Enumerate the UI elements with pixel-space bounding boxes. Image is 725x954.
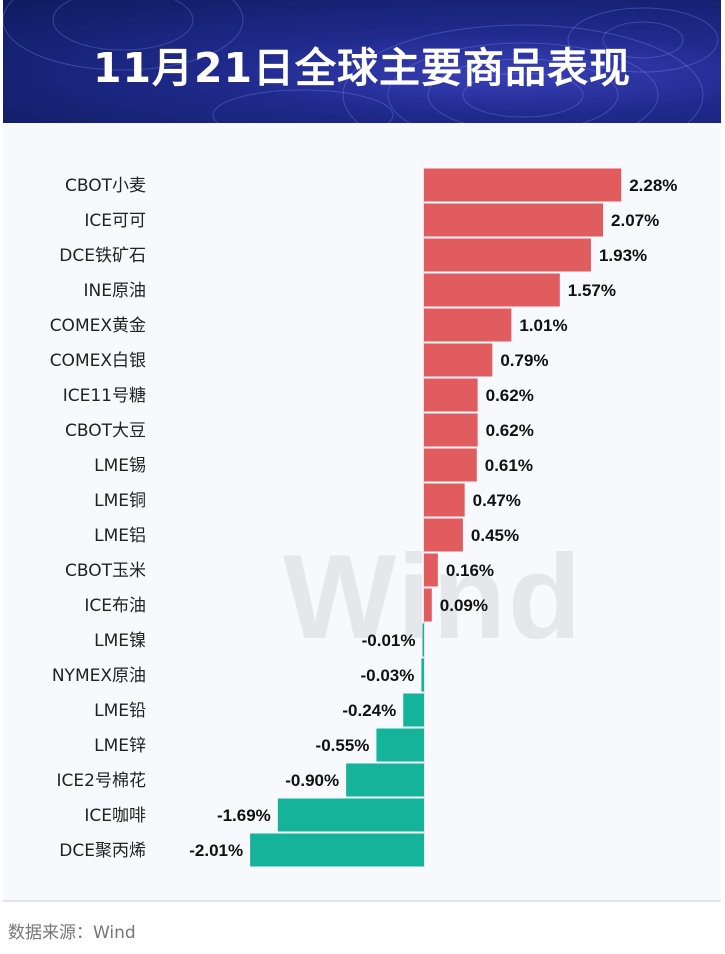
value-label: -0.03% (361, 666, 415, 685)
bar (250, 833, 424, 867)
value-label: 0.62% (486, 386, 534, 405)
bar (424, 308, 512, 342)
bar (424, 273, 560, 307)
category-label: INE原油 (84, 281, 146, 301)
bar (424, 413, 478, 447)
bar (424, 168, 622, 202)
bar (424, 343, 493, 377)
category-label: COMEX白银 (50, 351, 146, 371)
category-label: CBOT玉米 (65, 561, 146, 581)
bar (424, 238, 591, 272)
bar (424, 448, 477, 482)
value-label: 1.93% (599, 246, 647, 265)
category-label: CBOT小麦 (65, 176, 146, 196)
category-label: NYMEX原油 (52, 666, 146, 686)
value-label: -0.01% (362, 631, 416, 650)
bar (421, 658, 424, 692)
bar (346, 763, 424, 797)
bar (424, 378, 478, 412)
value-label: 2.07% (611, 211, 659, 230)
category-label: ICE可可 (84, 211, 146, 231)
bar (424, 588, 432, 622)
bar (403, 693, 424, 727)
category-label: LME锡 (94, 456, 146, 476)
category-label: ICE咖啡 (84, 806, 146, 826)
value-label: 0.79% (500, 351, 548, 370)
category-label: ICE11号糖 (63, 386, 146, 406)
category-label: LME锌 (94, 736, 146, 756)
value-label: 0.45% (471, 526, 519, 545)
data-source-note: 数据来源：Wind (8, 923, 136, 943)
category-label: LME铅 (94, 701, 146, 721)
value-label: 0.47% (473, 491, 521, 510)
category-label: LME铝 (94, 526, 146, 546)
bar (424, 203, 604, 237)
watermark-logo: Wind (283, 530, 584, 664)
bar (422, 623, 424, 657)
value-label: -2.01% (189, 841, 243, 860)
value-label: 0.62% (486, 421, 534, 440)
category-label: CBOT大豆 (65, 421, 146, 441)
bar-chart: CBOT小麦 2.28% ICE可可 2.07% DCE铁矿石 1.93% INE原油 1.5… (50, 167, 677, 868)
value-label: 1.01% (519, 316, 567, 335)
value-label: 0.61% (485, 456, 533, 475)
category-label: LME镍 (94, 631, 146, 651)
category-label: LME铜 (94, 491, 146, 511)
category-label: ICE2号棉花 (57, 771, 146, 791)
value-label: 1.57% (568, 281, 616, 300)
bar (277, 798, 424, 832)
value-label: 0.16% (446, 561, 494, 580)
category-label: ICE布油 (84, 596, 146, 616)
contour-pattern (3, 0, 719, 123)
value-label: -1.69% (217, 806, 271, 825)
bar (376, 728, 424, 762)
value-label: -0.55% (316, 736, 370, 755)
chart-panel: Wind CBOT小麦 2.28% ICE可可 2.07% DCE铁矿石 1.93% INE… (3, 123, 721, 902)
bar (424, 483, 465, 517)
header-banner: 11月21日全球主要商品表现 (3, 0, 721, 123)
category-label: COMEX黄金 (50, 316, 146, 336)
value-label: -0.24% (342, 701, 396, 720)
category-label: DCE铁矿石 (59, 246, 146, 266)
bar (424, 553, 438, 587)
value-label: 2.28% (629, 176, 677, 195)
category-label: DCE聚丙烯 (59, 841, 146, 861)
value-label: -0.90% (285, 771, 339, 790)
page-title: 11月21日全球主要商品表现 (92, 44, 632, 92)
bar (424, 518, 463, 552)
value-label: 0.09% (440, 596, 488, 615)
